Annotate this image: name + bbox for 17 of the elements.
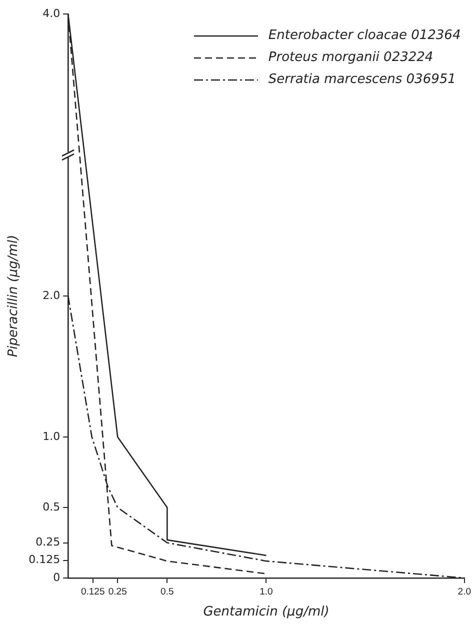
y-tick-label: 4.0 — [42, 6, 60, 20]
legend-label: Enterobacter cloacae 012364 — [268, 28, 461, 43]
y-tick-label: 2.0 — [42, 288, 60, 302]
x-axis-title: Gentamicin (μg/ml) — [203, 604, 330, 620]
y-tick-label: 0 — [53, 570, 60, 584]
legend-label: Proteus morganii 023224 — [268, 50, 434, 65]
legend-label: Serratia marcescens 036951 — [268, 72, 456, 87]
x-tick-label: 2.0 — [458, 586, 472, 598]
x-tick-label: 0.125 — [80, 586, 105, 598]
y-tick-label: 0.25 — [36, 536, 60, 549]
x-tick-label: 0.5 — [160, 586, 174, 598]
x-tick-label: 1.0 — [260, 586, 273, 598]
y-tick-label: 0.125 — [28, 553, 60, 566]
y-axis-title: Piperacillin (μg/ml) — [6, 234, 22, 358]
y-tick-label: 1.0 — [42, 430, 60, 443]
y-tick-label: 0.5 — [42, 500, 60, 514]
x-tick-label: 0.25 — [108, 586, 127, 598]
